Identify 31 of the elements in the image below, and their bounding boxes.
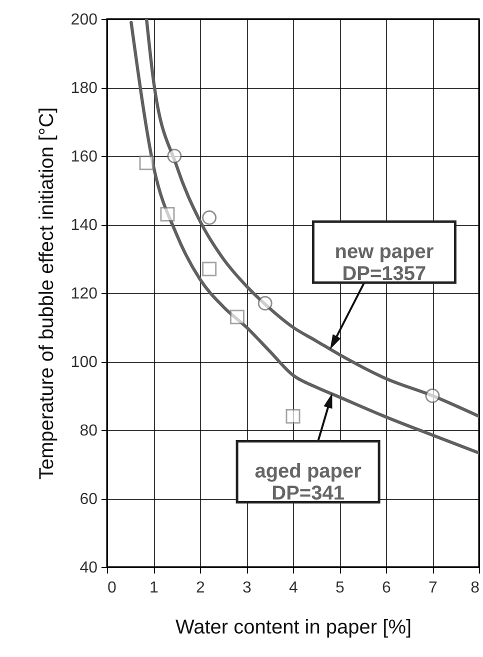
x-tick-label: 5 [336,580,345,596]
y-tick-label: 60 [80,491,98,508]
x-tick-label: 7 [428,580,438,596]
y-axis-title: Temperature of bubble effect initiation [°C] [36,107,58,480]
y-tick-label: 100 [70,354,98,371]
point [425,388,440,404]
annotation: aged paper DP=341 [254,460,362,505]
y-tick-label: 160 [70,148,98,166]
y-tick-label: 140 [70,217,98,234]
point [258,296,272,311]
point [202,210,217,225]
x-axis-title: Water content in paper [%] [175,616,412,638]
point [286,409,300,424]
point [202,262,217,276]
annotation: new paper DP=1357 [334,241,434,286]
point [160,206,175,222]
point [139,156,154,170]
x-tick-label: 2 [196,580,206,596]
x-tick-label: 8 [470,580,480,596]
y-tick-label: 200 [70,12,98,28]
y-tick-label: 120 [70,286,98,302]
y-tick-label: 180 [70,80,98,97]
y-tick-label: 40 [80,560,98,576]
y-tick-label: 80 [80,422,98,440]
x-tick-label: 1 [150,580,159,596]
x-tick-label: 4 [289,580,298,596]
point [230,310,244,324]
x-tick-label: 6 [382,580,392,596]
x-tick-label: 0 [108,580,116,596]
point [167,148,182,164]
x-tick-label: 3 [242,580,252,596]
